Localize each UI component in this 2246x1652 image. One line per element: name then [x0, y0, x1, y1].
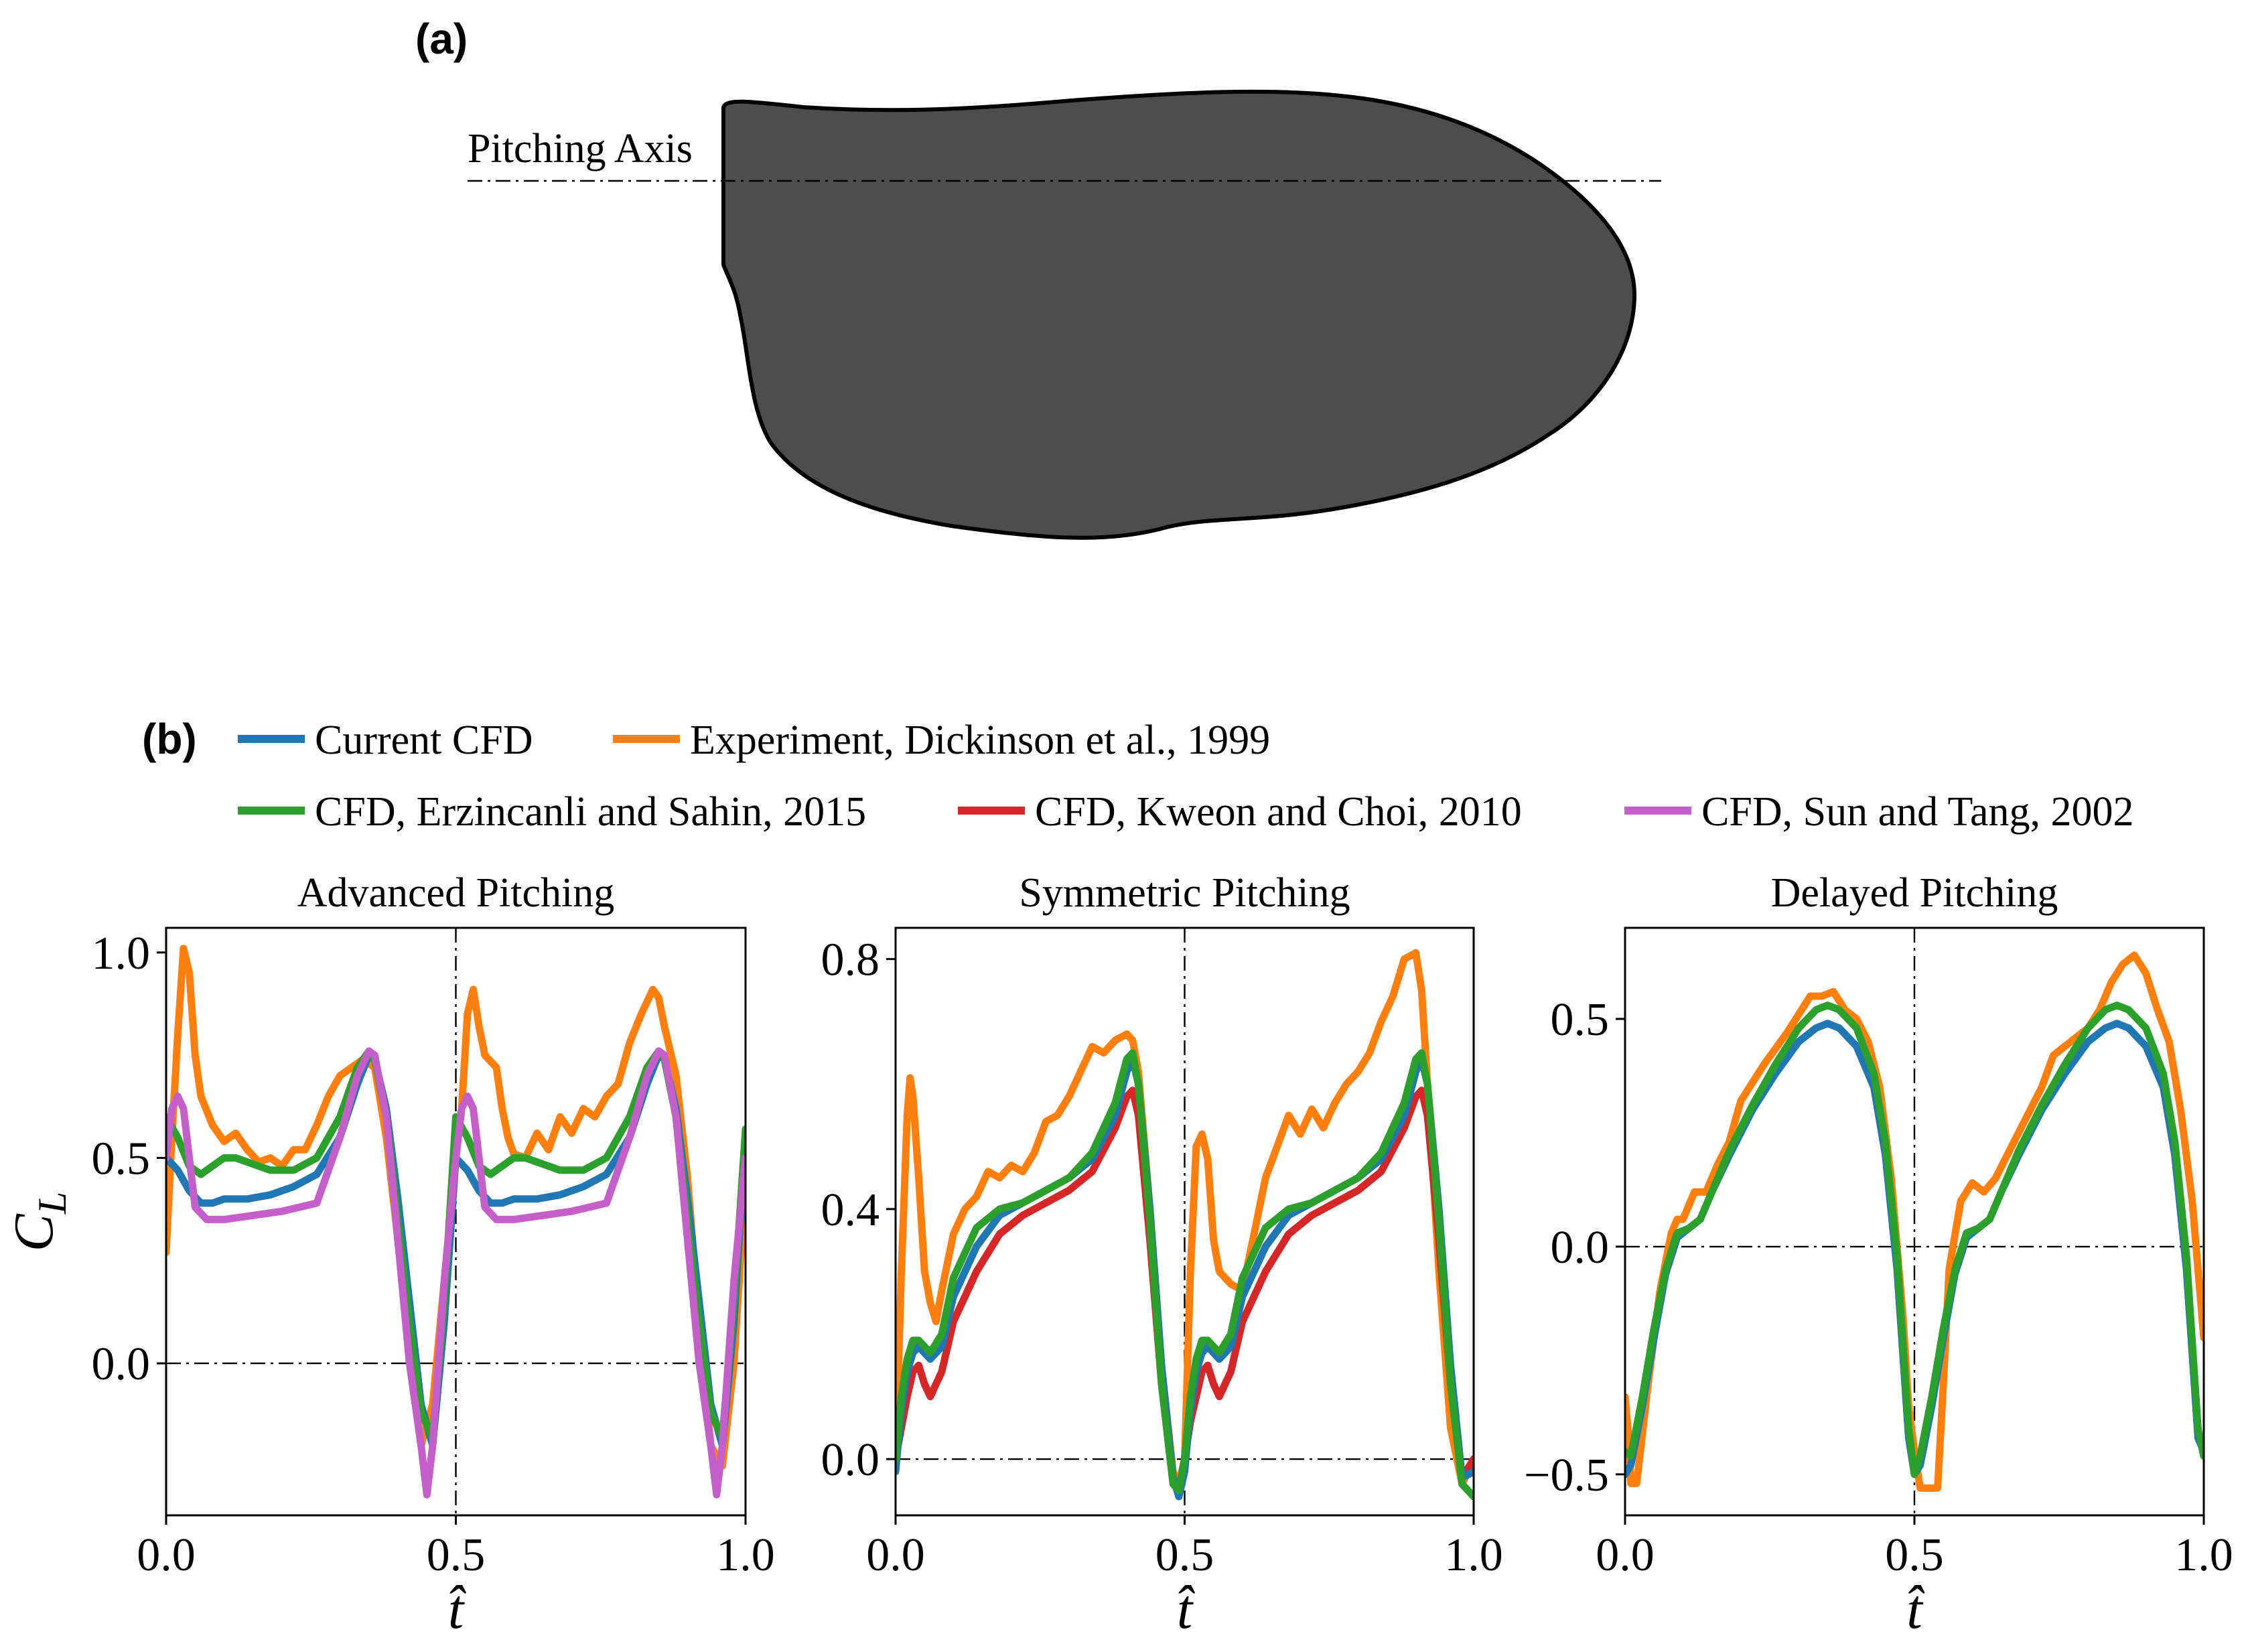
y-tick-label: 0.0 [92, 1338, 151, 1390]
series-line [1625, 1002, 2204, 1478]
legend-entry: CFD, Kweon and Choi, 2010 [958, 789, 1522, 835]
legend-entry: Experiment, Dickinson et al., 1999 [613, 717, 1270, 763]
y-tick-label: 0.0 [821, 1434, 880, 1486]
x-axis-label: t̂ [1906, 1578, 1925, 1641]
legend-entry: CFD, Sun and Tang, 2002 [1624, 789, 2134, 835]
series-line [166, 1047, 746, 1499]
chart-title: Symmetric Pitching [1019, 870, 1350, 916]
series-line [896, 1049, 1474, 1501]
charts: Advanced Pitching 0.0 0.5 1.0 0.0 0.5 1.0 t̂ CL S… [3, 870, 2233, 1641]
legend: Current CFD Experiment, Dickinson et al.,… [238, 717, 2134, 835]
y-tick-label: 0.4 [821, 1184, 880, 1236]
panel-b: (b) Current CFD Experiment, Dickinson et … [3, 715, 2233, 1641]
legend-label: Current CFD [315, 717, 533, 763]
chart-2: Symmetric Pitching 0.0 0.5 1.0 0.0 0.4 0.8 t̂ [821, 870, 1503, 1641]
panel-a-label: (a) [415, 15, 468, 63]
legend-label: CFD, Erzincanli and Sahin, 2015 [315, 789, 866, 835]
series-group [896, 949, 1474, 1501]
x-axis-label: t̂ [448, 1578, 467, 1641]
x-tick-label: 0.0 [137, 1529, 196, 1581]
x-tick-label: 1.0 [2174, 1529, 2233, 1581]
x-tick-label: 0.5 [427, 1529, 486, 1581]
x-tick-label: 0.0 [1596, 1529, 1655, 1581]
wing-silhouette [721, 89, 1637, 540]
legend-label: CFD, Kweon and Choi, 2010 [1035, 789, 1522, 835]
panel-a: (a) Pitching Axis [415, 15, 1661, 540]
x-tick-label: 1.0 [716, 1529, 775, 1581]
series-group [166, 945, 746, 1499]
y-tick-label: 1.0 [92, 928, 151, 979]
pitching-axis-label: Pitching Axis [468, 126, 693, 171]
x-axis-label: t̂ [1177, 1578, 1196, 1641]
legend-label: CFD, Sun and Tang, 2002 [1701, 789, 2134, 835]
chart-title: Delayed Pitching [1771, 870, 2058, 916]
legend-label: Experiment, Dickinson et al., 1999 [690, 717, 1270, 763]
y-tick-label: 0.5 [1551, 994, 1610, 1046]
y-tick-label: 0.0 [1551, 1222, 1610, 1274]
x-tick-label: 0.0 [866, 1529, 925, 1581]
x-tick-label: 1.0 [1444, 1529, 1503, 1581]
chart-1: Advanced Pitching 0.0 0.5 1.0 0.0 0.5 1.0 t̂ CL [3, 870, 775, 1641]
y-tick-label: 0.8 [821, 935, 880, 986]
y-tick-label: 0.5 [92, 1133, 151, 1184]
legend-entry: Current CFD [238, 717, 533, 763]
series-group [1625, 951, 2204, 1492]
panel-b-label: (b) [142, 715, 197, 763]
chart-title: Advanced Pitching [297, 870, 615, 916]
legend-entry: CFD, Erzincanli and Sahin, 2015 [238, 789, 866, 835]
y-tick-label: −0.5 [1524, 1450, 1609, 1501]
x-tick-label: 0.5 [1155, 1529, 1214, 1581]
x-tick-label: 0.5 [1885, 1529, 1944, 1581]
y-axis-label: CL [3, 1192, 74, 1251]
